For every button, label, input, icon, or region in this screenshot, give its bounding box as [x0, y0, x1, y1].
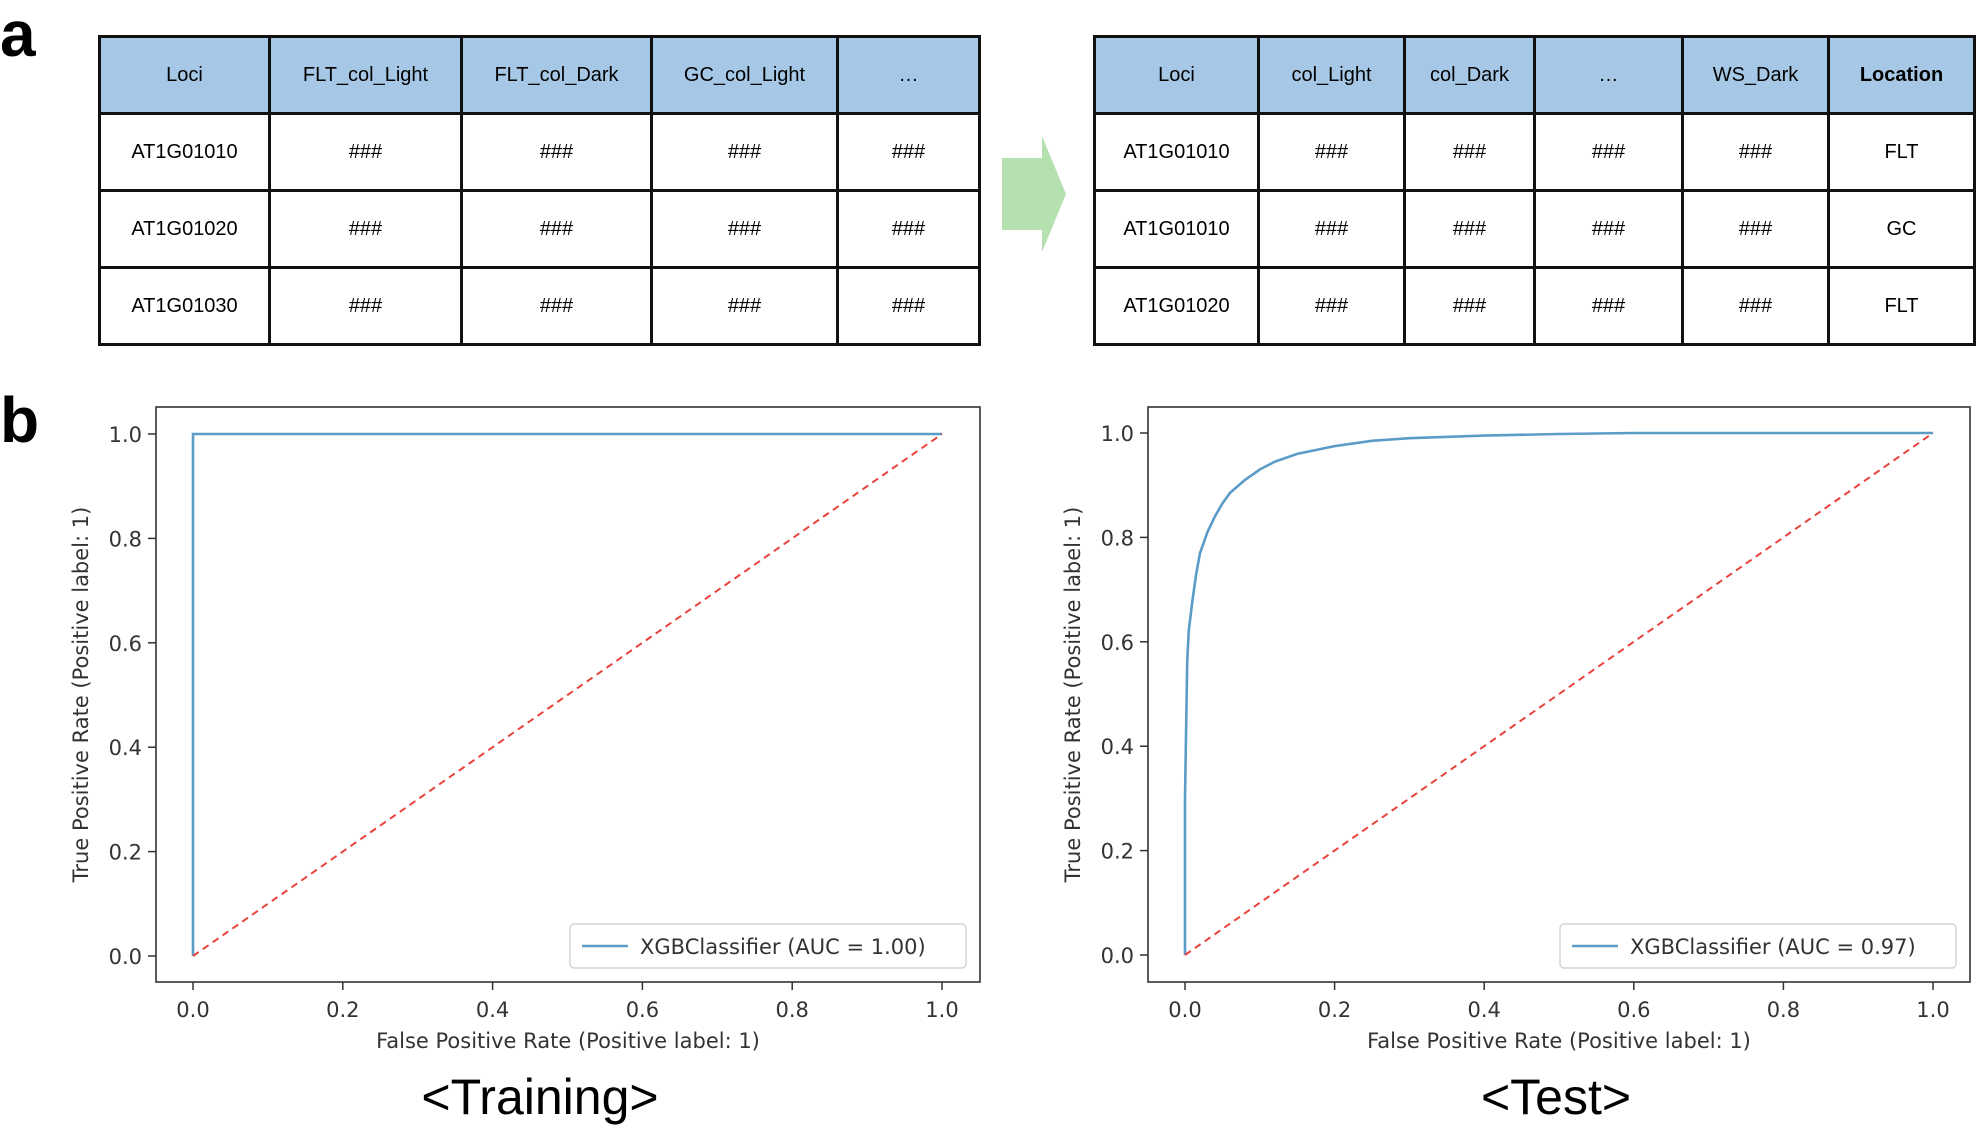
y-tick-label: 0.4 — [109, 736, 142, 760]
table-cell: ### — [1403, 112, 1536, 192]
table-header-cell: Loci — [1093, 35, 1260, 115]
arrow-shape — [1002, 136, 1066, 252]
x-tick-label: 0.4 — [476, 998, 509, 1022]
table-row: AT1G01010 ### ### ### ### — [98, 112, 981, 192]
transform-arrow-icon — [1002, 136, 1066, 252]
table-header-cell: FLT_col_Light — [268, 35, 463, 115]
table-header-row: Loci col_Light col_Dark … WS_Dark Locati… — [1093, 35, 1976, 115]
roc-curve-line — [1183, 431, 1933, 955]
y-tick-label: 0.8 — [1101, 526, 1134, 550]
table-cell: ### — [1257, 189, 1406, 269]
table-row: AT1G01030 ### ### ### ### — [98, 266, 981, 346]
x-axis-label: False Positive Rate (Positive label: 1) — [376, 1029, 760, 1053]
table-cell: ### — [1533, 266, 1684, 346]
table-cell: ### — [836, 112, 981, 192]
table-cell: ### — [268, 112, 463, 192]
table-header-cell-location: Location — [1827, 35, 1976, 115]
chance-diagonal-line — [192, 433, 943, 957]
x-tick-label: 0.6 — [1617, 998, 1650, 1022]
table-cell: ### — [268, 266, 463, 346]
y-axis-label: True Positive Rate (Positive label: 1) — [1061, 507, 1085, 884]
chance-diagonal-line — [1184, 432, 1934, 956]
table-cell: AT1G01010 — [1093, 189, 1260, 269]
table-cell: ### — [1403, 189, 1536, 269]
x-tick-label: 0.4 — [1467, 998, 1500, 1022]
table-cell: ### — [836, 266, 981, 346]
table-cell: ### — [650, 112, 839, 192]
table-cell: ### — [1681, 189, 1830, 269]
table-header-cell: … — [1533, 35, 1684, 115]
training-plot-frame — [155, 406, 981, 983]
table-header-cell: FLT_col_Dark — [460, 35, 653, 115]
x-tick-label: 0.6 — [626, 998, 659, 1022]
x-tick-label: 0.0 — [1168, 998, 1201, 1022]
legend-box — [1559, 923, 1957, 969]
x-tick-label: 0.8 — [1767, 998, 1800, 1022]
table-cell: ### — [460, 266, 653, 346]
legend-box — [569, 923, 967, 969]
table-header-cell: GC_col_Light — [650, 35, 839, 115]
training-caption: <Training> — [421, 1069, 659, 1125]
table-cell: ### — [1257, 266, 1406, 346]
table-cell: AT1G01030 — [98, 266, 271, 346]
input-table: Loci FLT_col_Light FLT_col_Dark GC_col_L… — [98, 35, 981, 346]
test-plot-frame — [1147, 406, 1971, 983]
panel-label-b: b — [0, 384, 40, 456]
x-tick-label: 0.2 — [1318, 998, 1351, 1022]
y-tick-label: 1.0 — [109, 423, 142, 447]
table-header-cell: … — [836, 35, 981, 115]
y-tick-label: 0.2 — [109, 841, 142, 865]
table-cell: ### — [1257, 112, 1406, 192]
table-cell: FLT — [1827, 112, 1976, 192]
y-tick-label: 0.6 — [1101, 631, 1134, 655]
table-cell: AT1G01010 — [1093, 112, 1260, 192]
table-cell: ### — [460, 112, 653, 192]
table-header-row: Loci FLT_col_Light FLT_col_Dark GC_col_L… — [98, 35, 981, 115]
table-cell: AT1G01020 — [1093, 266, 1260, 346]
table-row: AT1G01020 ### ### ### ### FLT — [1093, 266, 1976, 346]
table-row: AT1G01020 ### ### ### ### — [98, 189, 981, 269]
table-cell: AT1G01010 — [98, 112, 271, 192]
table-header-cell: WS_Dark — [1681, 35, 1830, 115]
table-header-cell: col_Dark — [1403, 35, 1536, 115]
table-cell: AT1G01020 — [98, 189, 271, 269]
table-cell: ### — [1533, 189, 1684, 269]
table-row: AT1G01010 ### ### ### ### GC — [1093, 189, 1976, 269]
output-table: Loci col_Light col_Dark … WS_Dark Locati… — [1093, 35, 1976, 346]
table-header-cell: col_Light — [1257, 35, 1406, 115]
table-cell: FLT — [1827, 266, 1976, 346]
table-cell: ### — [1533, 112, 1684, 192]
table-cell: ### — [836, 189, 981, 269]
y-tick-label: 0.8 — [109, 527, 142, 551]
y-tick-label: 0.6 — [109, 632, 142, 656]
table-cell: ### — [1403, 266, 1536, 346]
legend-entry: XGBClassifier (AUC = 0.97) — [1630, 935, 1916, 959]
x-tick-label: 0.0 — [176, 998, 209, 1022]
x-tick-label: 0.2 — [326, 998, 359, 1022]
table-cell: ### — [1681, 266, 1830, 346]
table-cell: ### — [650, 189, 839, 269]
roc-curve-line — [191, 432, 942, 956]
y-tick-label: 0.0 — [1101, 944, 1134, 968]
panel-label-a: a — [0, 0, 36, 70]
table-cell: ### — [268, 189, 463, 269]
legend-entry: XGBClassifier (AUC = 1.00) — [640, 935, 926, 959]
y-tick-label: 0.4 — [1101, 735, 1134, 759]
x-tick-label: 1.0 — [925, 998, 958, 1022]
table-cell: ### — [460, 189, 653, 269]
table-cell: ### — [650, 266, 839, 346]
y-tick-label: 1.0 — [1101, 422, 1134, 446]
x-axis-label: False Positive Rate (Positive label: 1) — [1367, 1029, 1751, 1053]
y-tick-label: 0.2 — [1101, 840, 1134, 864]
y-tick-label: 0.0 — [109, 945, 142, 969]
table-header-cell: Loci — [98, 35, 271, 115]
table-cell: ### — [1681, 112, 1830, 192]
test-caption: <Test> — [1480, 1069, 1632, 1125]
y-axis-label: True Positive Rate (Positive label: 1) — [69, 507, 93, 884]
table-cell: GC — [1827, 189, 1976, 269]
x-tick-label: 0.8 — [775, 998, 808, 1022]
table-row: AT1G01010 ### ### ### ### FLT — [1093, 112, 1976, 192]
x-tick-label: 1.0 — [1916, 998, 1949, 1022]
